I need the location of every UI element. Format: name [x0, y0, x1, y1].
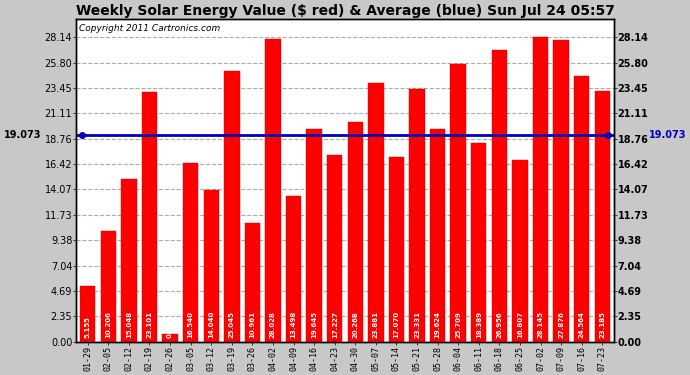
- Text: 14.040: 14.040: [208, 311, 214, 338]
- Text: 25.045: 25.045: [229, 312, 235, 338]
- Text: 25.709: 25.709: [455, 312, 461, 338]
- Bar: [121, 179, 137, 342]
- Bar: [245, 223, 260, 342]
- Text: 23.185: 23.185: [599, 312, 605, 338]
- Text: 20.268: 20.268: [353, 312, 358, 338]
- Text: 23.331: 23.331: [414, 311, 420, 338]
- Bar: [141, 92, 157, 342]
- Text: 5.155: 5.155: [85, 316, 91, 338]
- Text: 24.564: 24.564: [579, 311, 584, 338]
- Text: 10.206: 10.206: [106, 312, 111, 338]
- Bar: [574, 76, 589, 342]
- Text: 19.645: 19.645: [311, 311, 317, 338]
- Text: 16.540: 16.540: [188, 311, 194, 338]
- Bar: [492, 50, 507, 342]
- Text: 23.881: 23.881: [373, 311, 379, 338]
- Text: 0.707: 0.707: [167, 316, 173, 338]
- Bar: [306, 129, 322, 342]
- Text: 15.048: 15.048: [126, 311, 132, 338]
- Bar: [183, 163, 198, 342]
- Bar: [512, 160, 528, 342]
- Bar: [327, 155, 342, 342]
- Bar: [162, 334, 178, 342]
- Text: 28.145: 28.145: [538, 311, 544, 338]
- Bar: [451, 64, 466, 342]
- Text: 13.498: 13.498: [290, 311, 297, 338]
- Text: 16.807: 16.807: [517, 311, 523, 338]
- Text: 19.073: 19.073: [4, 130, 41, 140]
- Bar: [430, 129, 445, 342]
- Text: 19.624: 19.624: [435, 311, 441, 338]
- Text: 17.070: 17.070: [393, 311, 400, 338]
- Bar: [471, 143, 486, 342]
- Bar: [553, 40, 569, 342]
- Text: 28.028: 28.028: [270, 312, 276, 338]
- Bar: [286, 196, 302, 342]
- Text: 23.101: 23.101: [146, 311, 152, 338]
- Text: 26.956: 26.956: [496, 312, 502, 338]
- Text: 10.961: 10.961: [249, 311, 255, 338]
- Bar: [533, 37, 549, 342]
- Text: 18.389: 18.389: [476, 311, 482, 338]
- Bar: [368, 83, 384, 342]
- Bar: [595, 91, 610, 342]
- Bar: [348, 122, 363, 342]
- Text: 17.227: 17.227: [332, 312, 337, 338]
- Bar: [101, 231, 116, 342]
- Bar: [224, 71, 239, 342]
- Title: Weekly Solar Energy Value ($ red) & Average (blue) Sun Jul 24 05:57: Weekly Solar Energy Value ($ red) & Aver…: [76, 4, 614, 18]
- Bar: [388, 157, 404, 342]
- Bar: [80, 286, 95, 342]
- Text: Copyright 2011 Cartronics.com: Copyright 2011 Cartronics.com: [79, 24, 220, 33]
- Bar: [409, 89, 425, 342]
- Bar: [204, 190, 219, 342]
- Text: 27.876: 27.876: [558, 312, 564, 338]
- Bar: [265, 39, 281, 342]
- Text: 19.073: 19.073: [649, 130, 686, 140]
